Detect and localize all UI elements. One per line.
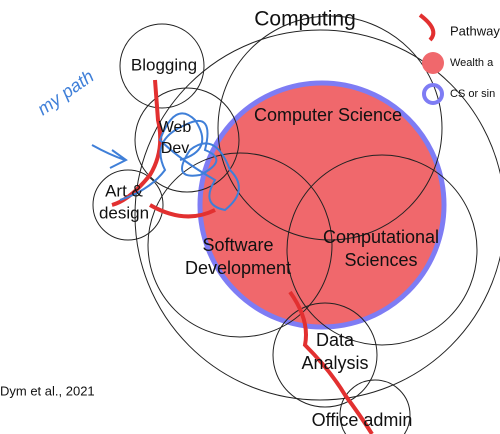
art-circle <box>92 169 164 241</box>
legend-label: Pathways <box>450 23 500 38</box>
node-label: Data <box>316 330 355 350</box>
node-label: Blogging <box>131 55 197 74</box>
arrow <box>91 144 128 169</box>
computational-circle <box>286 154 478 346</box>
node-label: Sciences <box>344 250 417 270</box>
node-label: Computer Science <box>254 105 402 125</box>
data-circle <box>272 302 378 408</box>
title: Computing <box>254 8 356 31</box>
citation: Dym et al., 2021 <box>0 383 95 398</box>
node-label: Office admin <box>312 410 413 430</box>
legend-path <box>418 13 436 42</box>
node-label: Computational <box>323 227 439 247</box>
office-circle <box>339 379 411 434</box>
webdev-circle <box>134 87 240 193</box>
legend-label: Wealth a <box>450 57 494 69</box>
cs-circle <box>217 15 443 241</box>
software-circle <box>147 152 333 338</box>
cs-wealth-circle <box>197 80 447 330</box>
node-label: design <box>99 204 149 223</box>
legend-cs <box>422 83 444 105</box>
annotation: my path <box>34 66 98 119</box>
blogging-circle <box>119 23 205 109</box>
node-label: Web <box>159 119 192 136</box>
legend-wealth <box>422 52 444 74</box>
node-label: Development <box>185 258 291 278</box>
labels: Blogging Web Dev Art & design Computer Scienc… <box>99 55 439 429</box>
legend-label: CS or sin <box>450 88 495 100</box>
computing-circle <box>134 29 500 401</box>
node-label: Art & <box>105 181 143 200</box>
scribble <box>119 112 240 212</box>
node-label: Software <box>202 235 273 255</box>
node-label: Analysis <box>301 353 368 373</box>
node-label: Dev <box>161 140 189 157</box>
